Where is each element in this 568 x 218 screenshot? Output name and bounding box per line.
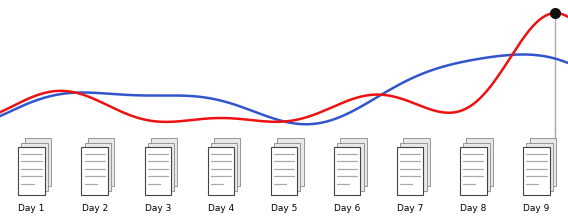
Bar (81, 148, 108, 195)
Bar (24, 138, 51, 186)
Bar (214, 138, 240, 186)
Bar (85, 143, 111, 191)
Bar (271, 148, 297, 195)
Bar (87, 138, 114, 186)
Text: Day 3: Day 3 (145, 204, 171, 213)
Bar (211, 143, 237, 191)
Bar (208, 148, 234, 195)
Text: Day 1: Day 1 (18, 204, 45, 213)
Bar (340, 138, 367, 186)
Bar (148, 143, 174, 191)
Bar (400, 143, 427, 191)
Bar (397, 148, 424, 195)
Bar (151, 138, 177, 186)
Text: Day 8: Day 8 (460, 204, 487, 213)
Text: Day 4: Day 4 (208, 204, 234, 213)
Text: Day 2: Day 2 (82, 204, 108, 213)
Bar (274, 143, 300, 191)
Bar (334, 148, 360, 195)
Bar (277, 138, 303, 186)
Bar (527, 143, 553, 191)
Text: Day 6: Day 6 (334, 204, 360, 213)
Bar (144, 148, 171, 195)
Bar (337, 143, 364, 191)
Text: Day 9: Day 9 (523, 204, 550, 213)
Bar (403, 138, 430, 186)
Bar (460, 148, 487, 195)
Bar (18, 148, 45, 195)
Bar (22, 143, 48, 191)
Bar (463, 143, 490, 191)
Bar (529, 138, 556, 186)
Text: Day 5: Day 5 (271, 204, 297, 213)
Bar (466, 138, 493, 186)
Bar (523, 148, 550, 195)
Text: Day 7: Day 7 (397, 204, 423, 213)
